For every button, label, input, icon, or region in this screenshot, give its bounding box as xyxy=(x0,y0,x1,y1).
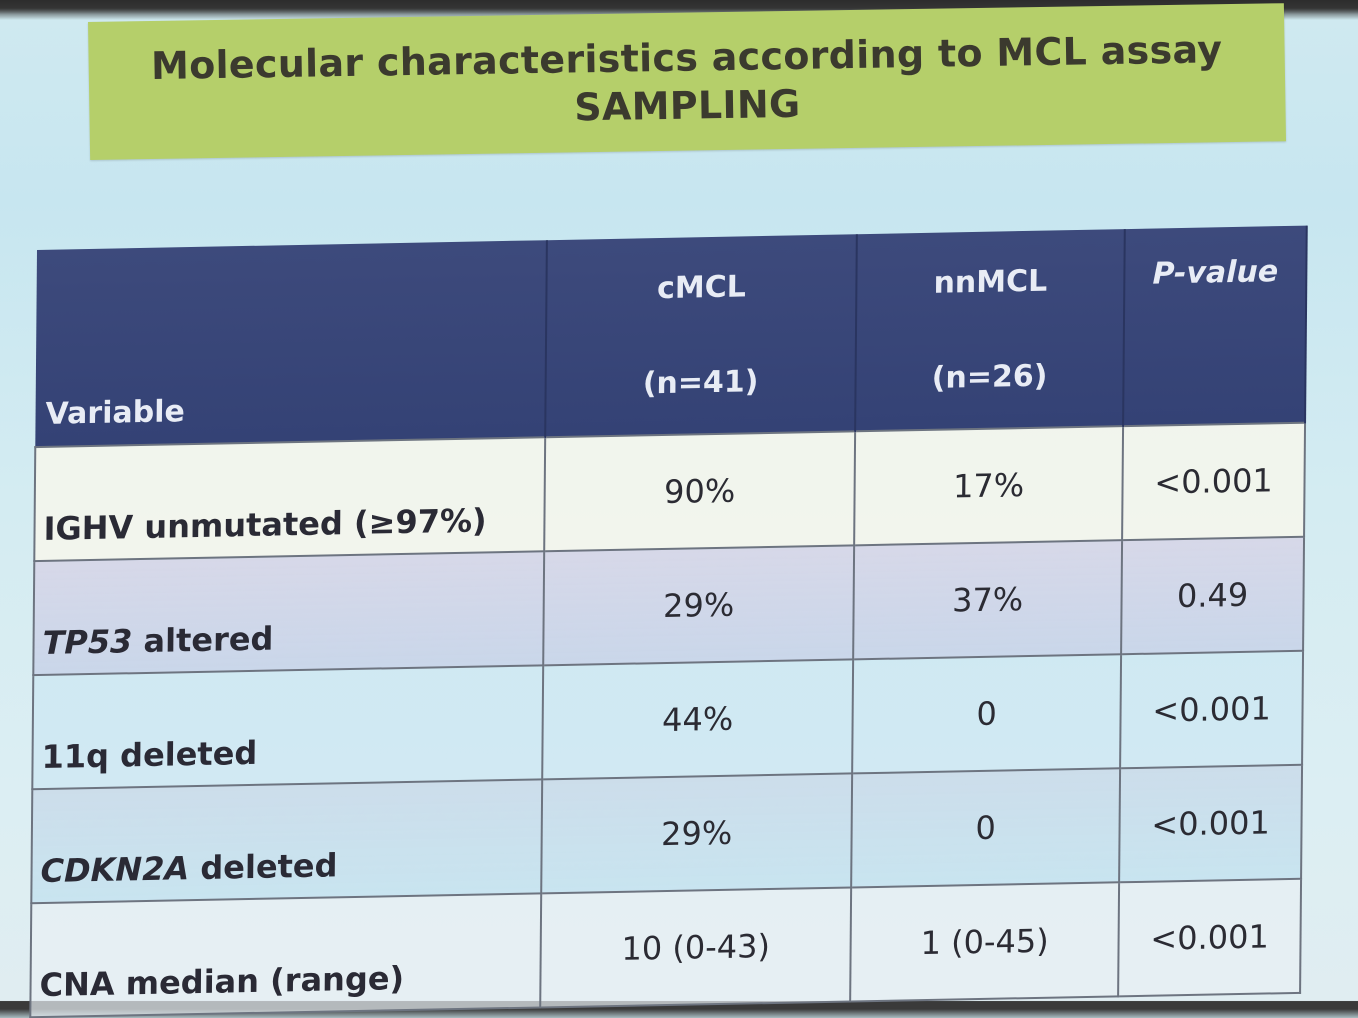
pvalue-cell: 0.49 xyxy=(1121,537,1304,655)
header-cmcl-n: (n=41) xyxy=(643,364,759,401)
header-nnmcl: nnMCL (n=26) xyxy=(855,229,1125,431)
cmcl-cell: 90% xyxy=(544,431,855,551)
variable-cell: CNA median (range) xyxy=(30,893,541,1017)
pvalue-cell: <0.001 xyxy=(1122,423,1305,541)
variable-gene: TP53 xyxy=(42,622,132,662)
variable-cell: 11q deleted xyxy=(32,665,543,789)
slide-title-banner: Molecular characteristics according to M… xyxy=(88,3,1286,160)
variable-label: CNA median (range) xyxy=(39,959,404,1004)
pvalue-cell: <0.001 xyxy=(1120,651,1303,769)
slide-title-line1: Molecular characteristics according to M… xyxy=(151,25,1223,90)
header-pvalue: P-value xyxy=(1123,226,1307,427)
pvalue-cell: <0.001 xyxy=(1118,879,1301,997)
variable-cell: TP53 altered xyxy=(33,551,544,675)
variable-label: altered xyxy=(132,620,273,661)
nnmcl-cell: 0 xyxy=(851,768,1120,887)
header-variable: Variable xyxy=(35,240,547,447)
variable-cell: IGHV unmutated (≥97%) xyxy=(34,437,545,561)
nnmcl-cell: 37% xyxy=(853,540,1122,659)
header-pvalue-label: P-value xyxy=(1152,254,1278,291)
cmcl-cell: 29% xyxy=(541,773,852,893)
variable-label: deleted xyxy=(189,846,338,887)
characteristics-table: Variable cMCL (n=41) nnMCL (n=26) P-valu xyxy=(29,226,1307,1018)
variable-label: 11q deleted xyxy=(41,734,257,776)
nnmcl-cell: 0 xyxy=(852,654,1121,773)
nnmcl-cell: 17% xyxy=(854,426,1123,545)
cmcl-cell: 44% xyxy=(542,659,853,779)
header-cmcl: cMCL (n=41) xyxy=(545,234,857,437)
header-nnmcl-n: (n=26) xyxy=(932,359,1048,396)
cmcl-cell: 10 (0-43) xyxy=(540,887,851,1007)
variable-gene: CDKN2A xyxy=(40,849,189,890)
pvalue-cell: <0.001 xyxy=(1119,765,1302,883)
cmcl-cell: 29% xyxy=(543,545,854,665)
header-nnmcl-name: nnMCL xyxy=(933,264,1047,301)
table-row: CNA median (range) 10 (0-43) 1 (0-45) <0… xyxy=(30,879,1301,1017)
slide-title-line2: SAMPLING xyxy=(574,80,801,132)
nnmcl-cell: 1 (0-45) xyxy=(850,882,1119,1001)
variable-label: IGHV unmutated (≥97%) xyxy=(43,501,486,548)
table-header-row: Variable cMCL (n=41) nnMCL (n=26) P-valu xyxy=(35,226,1306,447)
characteristics-table-wrapper: Variable cMCL (n=41) nnMCL (n=26) P-valu xyxy=(30,225,1326,960)
header-cmcl-name: cMCL xyxy=(657,269,746,306)
variable-cell: CDKN2A deleted xyxy=(31,779,542,903)
